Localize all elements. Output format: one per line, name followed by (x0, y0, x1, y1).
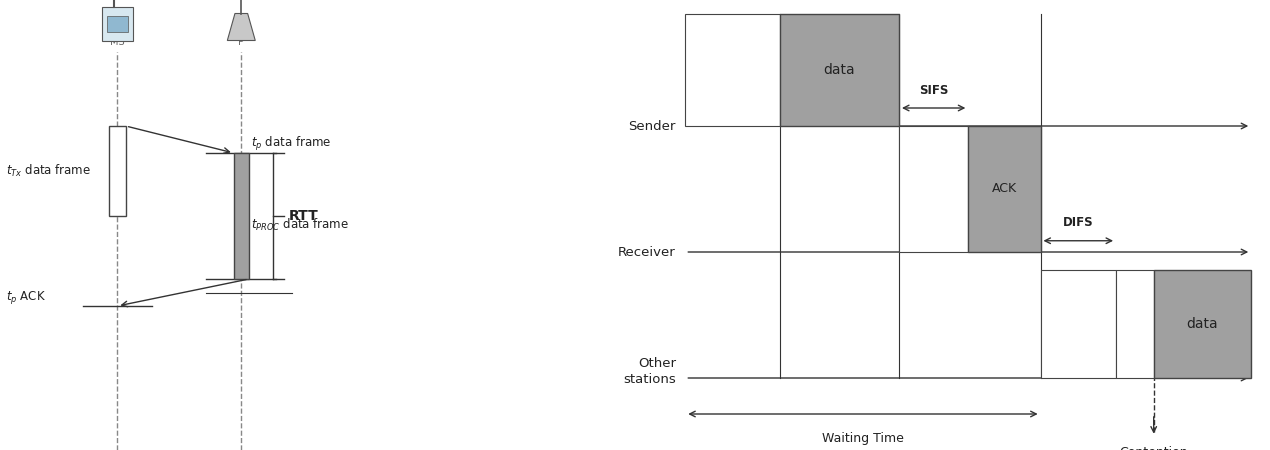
Text: ACK: ACK (992, 183, 1017, 195)
Text: Receiver: Receiver (618, 246, 676, 258)
Text: SIFS: SIFS (919, 84, 949, 97)
Polygon shape (227, 14, 255, 40)
Text: DIFS: DIFS (1063, 216, 1093, 230)
Text: P: P (239, 37, 244, 47)
Bar (1116, 270, 1153, 378)
Bar (968, 126, 1040, 252)
Text: MS: MS (110, 37, 124, 47)
Bar (109, 126, 126, 216)
Text: Contention: Contention (1119, 446, 1187, 450)
Bar (686, 14, 780, 126)
Bar (1153, 270, 1251, 378)
Bar (1040, 270, 1116, 378)
Text: data: data (823, 63, 855, 77)
Bar (899, 126, 968, 252)
Bar (102, 7, 133, 40)
Text: Waiting Time: Waiting Time (822, 432, 904, 445)
Text: $t_{Tx}$ data frame: $t_{Tx}$ data frame (6, 163, 91, 179)
Text: $t_{PROC}$ data frame: $t_{PROC}$ data frame (251, 217, 349, 233)
Text: Sender: Sender (629, 120, 676, 132)
Text: $t_p$ ACK: $t_p$ ACK (6, 288, 47, 306)
Bar (780, 14, 899, 126)
Bar (107, 16, 128, 32)
Bar (234, 153, 249, 279)
Text: data: data (1186, 317, 1218, 331)
Text: $t_p$ data frame: $t_p$ data frame (251, 135, 331, 153)
Text: RTT: RTT (290, 209, 319, 223)
Text: Other
stations: Other stations (624, 357, 676, 386)
